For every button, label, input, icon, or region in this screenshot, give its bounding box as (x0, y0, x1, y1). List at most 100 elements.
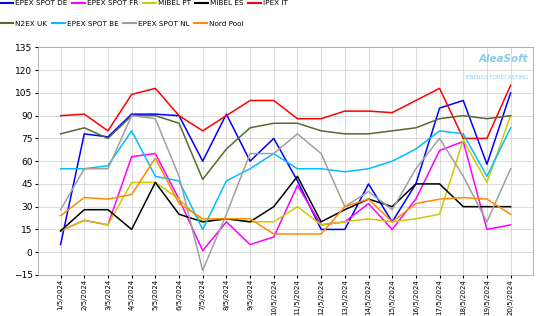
EPEX SPOT FR (508, 223, 514, 227)
EPEX SPOT BE (200, 228, 206, 231)
EPEX SPOT DE (223, 112, 230, 116)
IPEX IT (294, 117, 301, 121)
EPEX SPOT BE (81, 167, 88, 171)
IPEX IT (223, 114, 230, 118)
Nord Pool (389, 220, 395, 224)
MIBEL ES (128, 228, 135, 231)
EPEX SPOT NL (508, 167, 514, 171)
MIBEL PT (460, 138, 467, 142)
N2EX UK (247, 126, 254, 130)
N2EX UK (484, 117, 490, 121)
N2EX UK (460, 114, 467, 118)
Line: EPEX SPOT FR: EPEX SPOT FR (60, 142, 511, 251)
Nord Pool (318, 232, 324, 236)
IPEX IT (200, 129, 206, 133)
N2EX UK (294, 121, 301, 125)
MIBEL ES (270, 205, 277, 209)
EPEX SPOT NL (412, 167, 419, 171)
MIBEL PT (436, 212, 443, 216)
IPEX IT (365, 109, 372, 113)
EPEX SPOT DE (57, 243, 64, 246)
EPEX SPOT BE (412, 147, 419, 151)
Nord Pool (294, 232, 301, 236)
EPEX SPOT NL (200, 269, 206, 272)
IPEX IT (176, 114, 182, 118)
EPEX SPOT FR (200, 249, 206, 252)
MIBEL ES (436, 182, 443, 186)
Nord Pool (176, 202, 182, 205)
EPEX SPOT NL (176, 174, 182, 178)
EPEX SPOT DE (176, 114, 182, 118)
N2EX UK (81, 126, 88, 130)
N2EX UK (200, 178, 206, 181)
EPEX SPOT DE (270, 137, 277, 140)
IPEX IT (508, 83, 514, 87)
EPEX SPOT FR (270, 235, 277, 239)
EPEX SPOT DE (412, 182, 419, 186)
IPEX IT (460, 137, 467, 140)
EPEX SPOT DE (484, 162, 490, 166)
EPEX SPOT DE (460, 99, 467, 102)
EPEX SPOT BE (176, 179, 182, 183)
MIBEL PT (247, 220, 254, 224)
MIBEL PT (508, 114, 514, 118)
IPEX IT (342, 109, 348, 113)
EPEX SPOT BE (484, 174, 490, 178)
MIBEL ES (318, 220, 324, 224)
Nord Pool (508, 212, 514, 216)
MIBEL PT (223, 217, 230, 221)
MIBEL PT (342, 220, 348, 224)
Line: IPEX IT: IPEX IT (60, 85, 511, 138)
Legend: N2EX UK, EPEX SPOT BE, EPEX SPOT NL, Nord Pool: N2EX UK, EPEX SPOT BE, EPEX SPOT NL, Nor… (0, 21, 244, 27)
EPEX SPOT NL (460, 174, 467, 178)
N2EX UK (389, 129, 395, 133)
MIBEL PT (270, 220, 277, 224)
IPEX IT (484, 137, 490, 140)
N2EX UK (176, 121, 182, 125)
Line: N2EX UK: N2EX UK (60, 116, 511, 179)
EPEX SPOT DE (247, 159, 254, 163)
MIBEL PT (128, 180, 135, 184)
EPEX SPOT BE (294, 167, 301, 171)
MIBEL ES (365, 197, 372, 201)
EPEX SPOT FR (176, 197, 182, 201)
MIBEL ES (152, 180, 159, 184)
MIBEL PT (484, 180, 490, 184)
Line: MIBEL PT: MIBEL PT (60, 116, 511, 231)
EPEX SPOT NL (81, 167, 88, 171)
EPEX SPOT DE (128, 112, 135, 116)
Nord Pool (412, 202, 419, 205)
EPEX SPOT DE (508, 91, 514, 95)
Nord Pool (365, 197, 372, 201)
MIBEL ES (223, 217, 230, 221)
EPEX SPOT DE (389, 220, 395, 224)
EPEX SPOT BE (57, 167, 64, 171)
EPEX SPOT FR (104, 223, 111, 227)
EPEX SPOT NL (389, 208, 395, 212)
Nord Pool (484, 197, 490, 201)
EPEX SPOT NL (247, 152, 254, 155)
EPEX SPOT FR (128, 155, 135, 159)
EPEX SPOT DE (81, 132, 88, 136)
EPEX SPOT NL (152, 117, 159, 121)
N2EX UK (318, 129, 324, 133)
IPEX IT (81, 112, 88, 116)
EPEX SPOT DE (318, 228, 324, 231)
EPEX SPOT FR (389, 228, 395, 231)
EPEX SPOT BE (508, 126, 514, 130)
Nord Pool (247, 217, 254, 221)
EPEX SPOT BE (270, 152, 277, 155)
EPEX SPOT FR (484, 228, 490, 231)
EPEX SPOT BE (365, 167, 372, 171)
EPEX SPOT BE (128, 129, 135, 133)
EPEX SPOT BE (342, 170, 348, 174)
Text: ENERGY FORECASTING: ENERGY FORECASTING (466, 75, 528, 80)
MIBEL ES (81, 208, 88, 212)
Nord Pool (57, 214, 64, 218)
Line: MIBEL ES: MIBEL ES (60, 176, 511, 231)
MIBEL PT (318, 223, 324, 227)
EPEX SPOT NL (294, 132, 301, 136)
EPEX SPOT BE (460, 132, 467, 136)
EPEX SPOT FR (57, 229, 64, 233)
EPEX SPOT FR (223, 220, 230, 224)
